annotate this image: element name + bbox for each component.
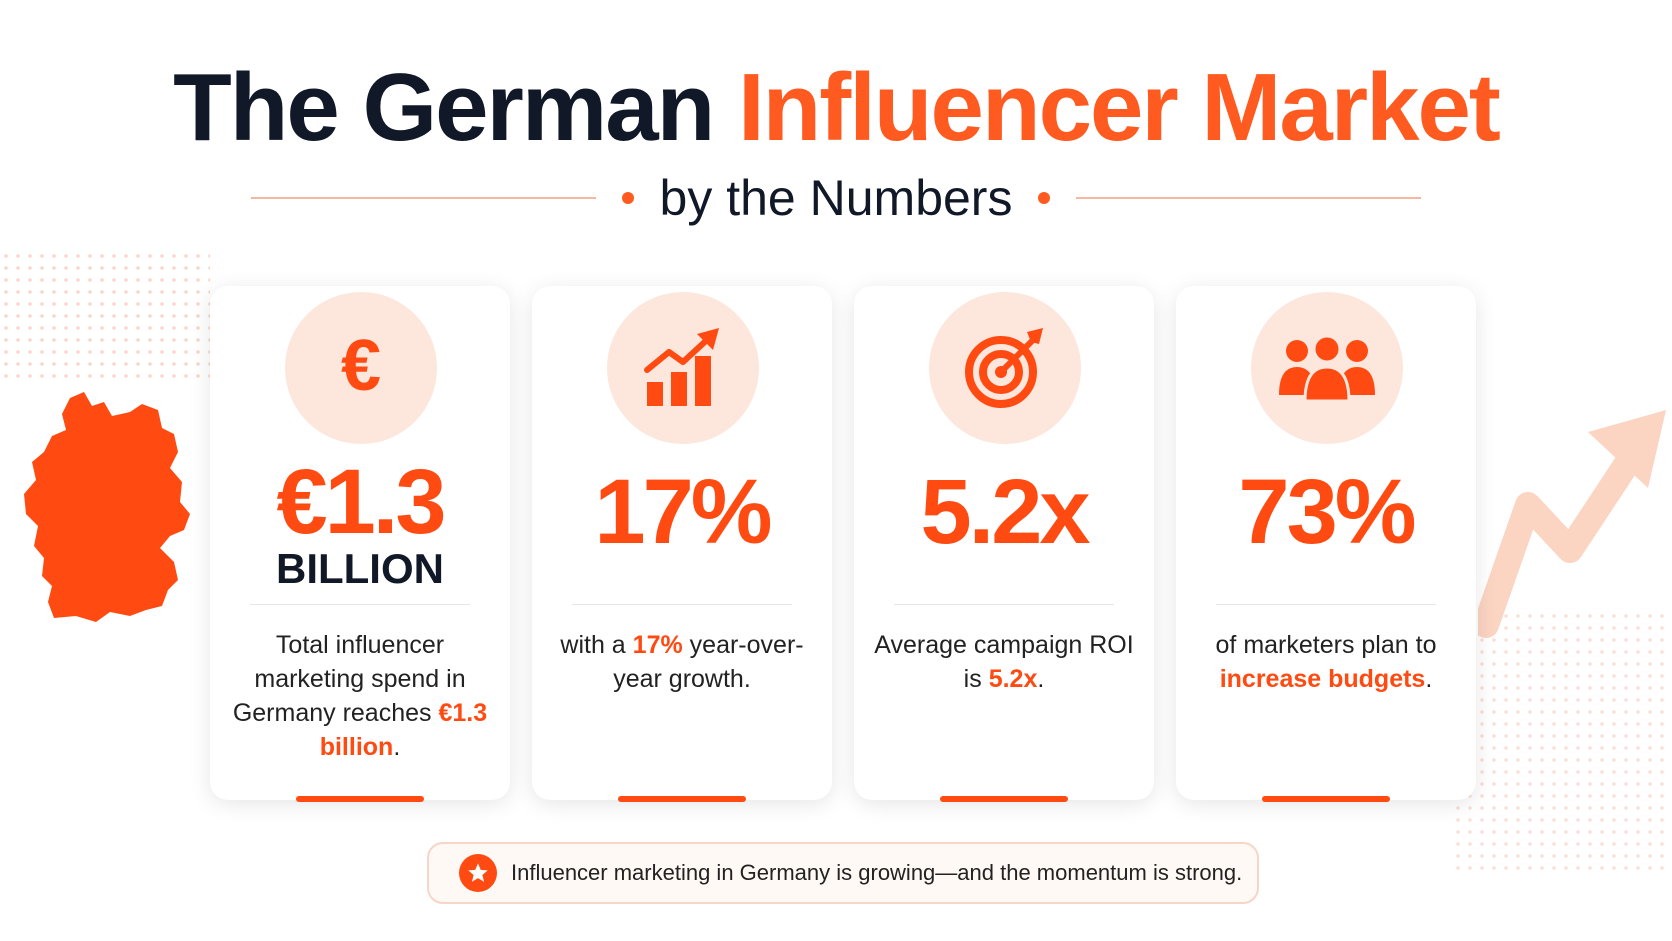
desc-text-end: year-over-year growth.: [613, 631, 804, 693]
card-accent-bar: [618, 796, 746, 802]
germany-map-icon: [24, 392, 190, 622]
stat-description: Average campaign ROI is 5.2x.: [874, 628, 1134, 696]
icon-circle: [1251, 292, 1403, 444]
dot-pattern-left: [0, 250, 210, 380]
page-title: The German Influencer Market: [0, 60, 1672, 156]
trend-arrow-icon: [1478, 410, 1666, 638]
star-icon: [459, 854, 497, 892]
desc-text-end: .: [1425, 665, 1433, 693]
footer-text: Influencer marketing in Germany is growi…: [511, 860, 1243, 885]
card-accent-bar: [296, 796, 424, 802]
stat-card-spend: € €1.3 BILLION Total influencer marketin…: [210, 286, 510, 802]
card-accent-bar: [940, 796, 1068, 802]
stat-value: 17%: [594, 461, 772, 563]
icon-circle: [929, 292, 1081, 444]
desc-highlight: €1.3 billion: [319, 699, 488, 761]
desc-text-end: .: [1037, 665, 1045, 693]
target-icon: [965, 328, 1043, 408]
desc-highlight: 5.2x: [988, 665, 1038, 693]
svg-text:€: €: [341, 332, 381, 404]
dot-pattern-right: [1452, 610, 1672, 870]
stat-description: with a 17% year-over-year growth.: [552, 628, 812, 696]
stat-description: of marketers plan to increase budgets.: [1196, 628, 1456, 696]
subtitle-line-right: [1076, 197, 1422, 199]
stat-description: Total influencer marketing spend in Germ…: [230, 628, 490, 764]
stat-value: 73%: [1238, 461, 1416, 563]
title-part-accent: Influencer Market: [737, 54, 1501, 161]
stat-value-unit: BILLION: [276, 545, 444, 592]
title-part-dark: The German: [173, 54, 715, 161]
card-divider: [1216, 604, 1436, 605]
stat-card-roi: 5.2x Average campaign ROI is 5.2x.: [854, 286, 1154, 802]
stat-card-budgets: 73% of marketers plan to increase budget…: [1176, 286, 1476, 802]
card-divider: [894, 604, 1114, 605]
subtitle: by the Numbers: [659, 170, 1013, 226]
desc-highlight: increase budgets: [1219, 665, 1426, 693]
desc-text: Average campaign ROI is: [874, 631, 1134, 693]
desc-text: of marketers plan to: [1215, 631, 1437, 659]
stat-value: 5.2x: [920, 461, 1090, 563]
desc-highlight: 17%: [632, 631, 683, 659]
subtitle-dot-right: [1038, 192, 1051, 204]
stat-card-growth: 17% with a 17% year-over-year growth.: [532, 286, 832, 802]
stat-value: €1.3: [276, 451, 446, 553]
desc-text: with a: [560, 631, 626, 659]
euro-icon: €: [341, 332, 381, 404]
subtitle-line-left: [250, 197, 596, 199]
people-group-icon: [1279, 334, 1375, 403]
icon-circle: [607, 292, 759, 444]
desc-text-end: .: [393, 733, 401, 761]
desc-text: Total influencer marketing spend in Germ…: [232, 631, 466, 727]
icon-circle: €: [285, 292, 437, 444]
footer-callout: Influencer marketing in Germany is growi…: [427, 842, 1259, 904]
subtitle-row: by the Numbers: [0, 168, 1672, 228]
growth-chart-icon: [644, 328, 719, 406]
card-accent-bar: [1262, 796, 1390, 802]
subtitle-dot-left: [621, 192, 634, 204]
card-divider: [250, 604, 470, 605]
card-divider: [572, 604, 792, 605]
